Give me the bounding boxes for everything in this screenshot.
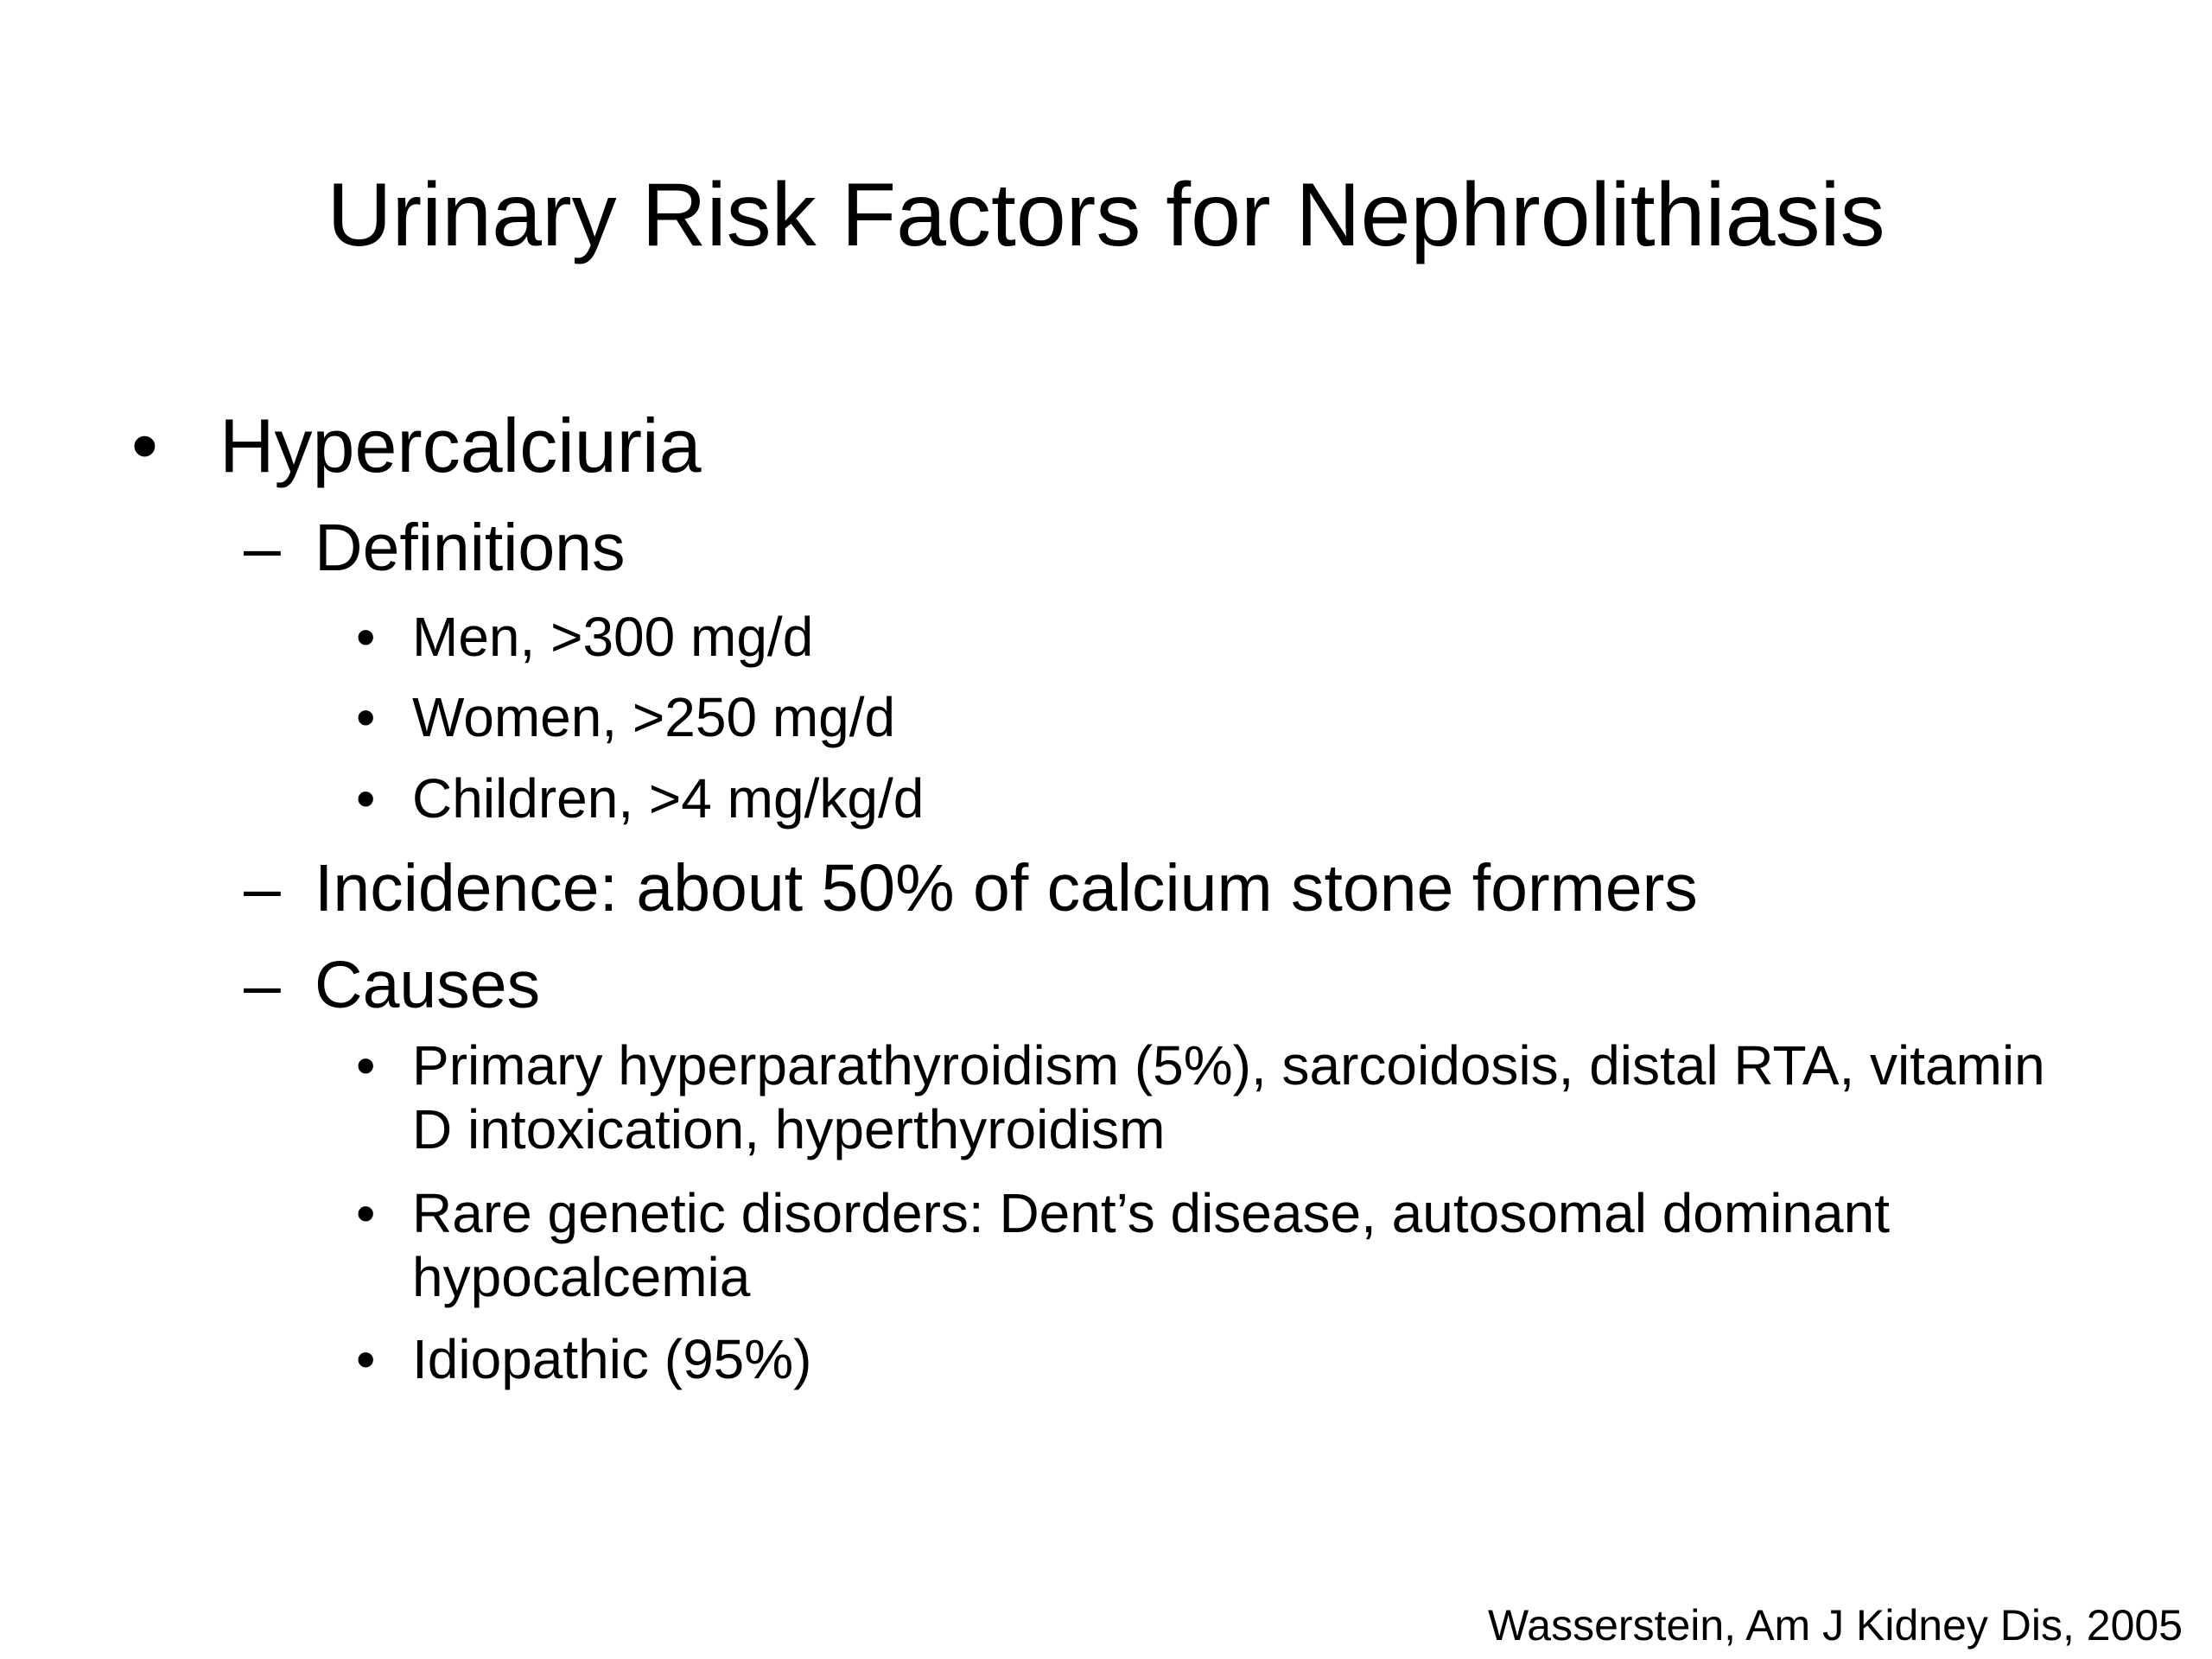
definition-children: Children, >4 mg/kg/d	[412, 767, 925, 830]
bullet-icon: •	[356, 1034, 376, 1096]
cause-idiopathic: Idiopathic (95%)	[412, 1328, 812, 1390]
subbullet-incidence: Incidence: about 50% of calcium stone fo…	[315, 851, 1698, 925]
definition-men: Men, >300 mg/d	[412, 606, 814, 668]
subbullet-definitions: Definitions	[315, 511, 626, 585]
bullet-icon: •	[131, 403, 158, 488]
dash-icon: –	[244, 851, 281, 925]
bullet-icon: •	[356, 686, 376, 748]
bullet-icon: •	[356, 606, 376, 668]
dash-icon: –	[244, 511, 281, 585]
bullet-icon: •	[356, 1328, 376, 1390]
slide-title: Urinary Risk Factors for Nephrolithiasis	[327, 165, 1885, 265]
cause-primary: Primary hyperparathyroidism (5%), sarcoi…	[412, 1034, 2045, 1160]
bullet-hypercalciuria: Hypercalciuria	[219, 403, 702, 488]
citation: Wasserstein, Am J Kidney Dis, 2005	[1487, 1601, 2183, 1649]
bullet-icon: •	[356, 1182, 376, 1244]
dash-icon: –	[244, 948, 281, 1022]
definition-women: Women, >250 mg/d	[412, 686, 896, 748]
bullet-icon: •	[356, 767, 376, 830]
subbullet-causes: Causes	[315, 948, 541, 1022]
cause-genetic: Rare genetic disorders: Dent’s disease, …	[412, 1182, 1890, 1308]
